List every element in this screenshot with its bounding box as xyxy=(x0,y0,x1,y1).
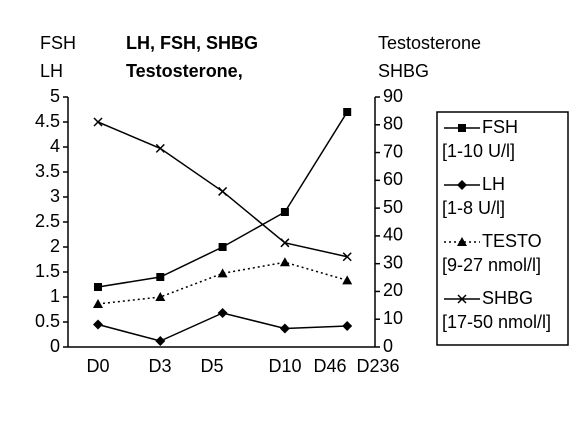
series-line xyxy=(97,261,348,305)
x-tick-label: D5 xyxy=(200,356,223,376)
y-tick-label: 3 xyxy=(50,186,60,206)
x-tick-label: D10 xyxy=(268,356,301,376)
point-marker xyxy=(93,298,103,308)
y-tick-label: 2 xyxy=(50,236,60,256)
y2-label: SHBG xyxy=(378,61,429,81)
x-tick-label: D236 xyxy=(356,356,399,376)
point-marker xyxy=(280,238,290,248)
legend-marker xyxy=(458,124,466,132)
y2-tick-label: 30 xyxy=(383,252,403,272)
point-marker xyxy=(279,257,290,267)
y2-tick-label: 90 xyxy=(383,86,403,106)
y-tick-label: 1.5 xyxy=(35,261,60,281)
y-tick-label: 5 xyxy=(50,86,60,106)
legend-marker xyxy=(457,237,467,246)
x-tick-label: D46 xyxy=(313,356,346,376)
y-tick-label: 0 xyxy=(50,336,60,356)
point-marker xyxy=(342,321,353,331)
point-marker xyxy=(155,143,165,153)
point-marker xyxy=(343,108,352,116)
x-tick-label: D0 xyxy=(86,356,109,376)
y2-tick-label: 70 xyxy=(383,141,403,161)
y2-tick-label: 40 xyxy=(383,225,403,245)
y2-tick-label: 0 xyxy=(383,336,393,356)
point-marker xyxy=(280,208,289,216)
y2-tick-label: 80 xyxy=(383,114,403,134)
legend-label: TESTO xyxy=(482,231,542,251)
y-label: FSH xyxy=(40,33,76,53)
legend-range: [1-8 U/l] xyxy=(442,198,505,218)
point-marker xyxy=(93,117,103,127)
y-tick-label: 2.5 xyxy=(35,211,60,231)
y-tick-label: 4.5 xyxy=(35,111,60,131)
y2-tick-label: 20 xyxy=(383,280,403,300)
chart-title: LH, FSH, SHBG xyxy=(126,33,258,53)
y-tick-label: 3.5 xyxy=(35,161,60,181)
y2-tick-label: 10 xyxy=(383,308,403,328)
point-marker xyxy=(218,243,227,251)
y-tick-label: 4 xyxy=(50,136,60,156)
point-marker xyxy=(94,283,102,291)
legend-marker xyxy=(457,180,467,190)
point-marker xyxy=(217,308,228,318)
legend-marker xyxy=(457,294,467,304)
legend-label: FSH xyxy=(482,117,518,137)
legend-range: [9-27 nmol/l] xyxy=(442,255,541,275)
x-tick-label: D3 xyxy=(148,356,171,376)
y2-tick-label: 50 xyxy=(383,197,403,217)
legend-box xyxy=(436,111,569,346)
point-marker xyxy=(342,252,352,262)
point-marker xyxy=(156,273,165,281)
series-line xyxy=(97,121,348,258)
y-tick-label: 1 xyxy=(50,286,60,306)
point-marker xyxy=(155,336,166,346)
y-label: LH xyxy=(40,61,63,81)
point-marker xyxy=(279,323,290,334)
legend-label: LH xyxy=(482,174,505,194)
point-marker xyxy=(93,319,103,330)
point-marker xyxy=(342,275,353,285)
y2-label: Testosterone xyxy=(378,33,481,53)
legend-range: [1-10 U/l] xyxy=(442,141,515,161)
chart-title: Testosterone, xyxy=(126,61,243,81)
legend-label: SHBG xyxy=(482,288,533,308)
y2-tick-label: 60 xyxy=(383,169,403,189)
y-tick-label: 0.5 xyxy=(35,311,60,331)
legend-range: [17-50 nmol/l] xyxy=(442,312,551,332)
point-marker xyxy=(218,186,228,196)
point-marker xyxy=(155,292,166,301)
point-marker xyxy=(217,268,228,278)
